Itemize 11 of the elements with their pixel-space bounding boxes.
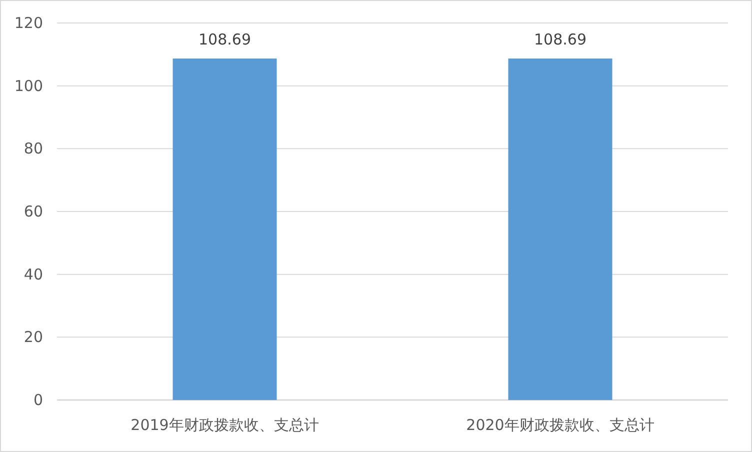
y-tick-label: 80 (24, 140, 43, 158)
y-tick-label: 0 (33, 391, 43, 409)
x-tick-label: 2020年财政拨款收、支总计 (466, 416, 654, 434)
y-tick-label: 120 (14, 14, 43, 32)
data-label: 108.69 (198, 30, 251, 49)
y-tick-label: 100 (14, 76, 43, 95)
y-tick-label: 20 (24, 328, 43, 346)
x-tick-label: 2019年财政拨款收、支总计 (130, 416, 319, 434)
data-label: 108.69 (534, 30, 586, 49)
y-tick-label: 40 (24, 265, 43, 284)
y-tick-label: 60 (24, 202, 43, 220)
